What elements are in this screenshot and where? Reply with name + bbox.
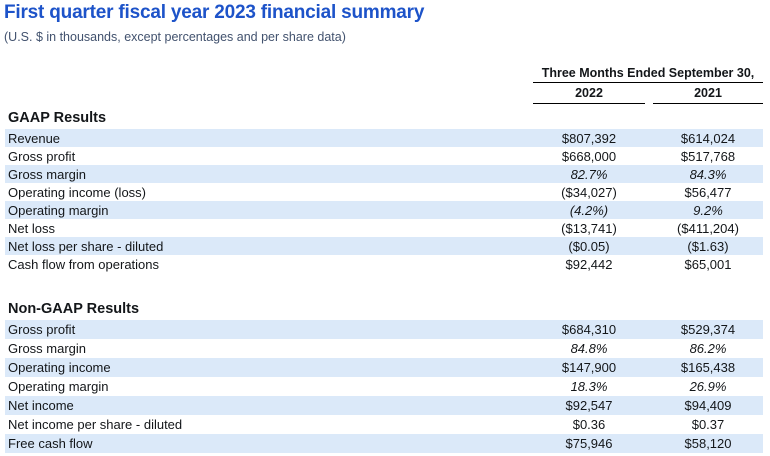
table-row: Operating margin (4.2%) 9.2% bbox=[5, 201, 763, 219]
row-value-2021: $614,024 bbox=[680, 130, 736, 146]
row-label: Operating income (loss) bbox=[8, 184, 146, 200]
row-label: Gross margin bbox=[8, 341, 87, 356]
section-heading: GAAP Results bbox=[8, 110, 107, 126]
row-label: Operating margin bbox=[8, 379, 109, 394]
table-row: Gross margin 84.8% 86.2% bbox=[5, 339, 763, 358]
table-row: Net income $92,547 $94,409 bbox=[5, 396, 763, 415]
row-value-2021: 86.2% bbox=[689, 341, 727, 356]
row-value-2021: ($411,204) bbox=[677, 220, 739, 236]
row-value-2022: $147,900 bbox=[561, 360, 617, 375]
row-label: Operating margin bbox=[8, 202, 109, 218]
row-label: Cash flow from operations bbox=[8, 256, 160, 272]
row-value-2021: 9.2% bbox=[693, 202, 723, 218]
row-label: Net income per share - diluted bbox=[8, 417, 183, 432]
row-label: Net loss per share - diluted bbox=[8, 238, 164, 254]
row-label: Gross profit bbox=[8, 148, 76, 164]
column-header-2022: 2022 bbox=[533, 84, 645, 104]
table-row: Gross margin 82.7% 84.3% bbox=[5, 165, 763, 183]
table-row: Operating margin 18.3% 26.9% bbox=[5, 377, 763, 396]
row-value-2022: $92,442 bbox=[565, 256, 613, 272]
table-row: Net income per share - diluted $0.36 $0.37 bbox=[5, 415, 763, 434]
column-header-2021: 2021 bbox=[653, 84, 763, 104]
row-label: Gross margin bbox=[8, 166, 87, 182]
table-row: Gross profit $684,310 $529,374 bbox=[5, 320, 763, 339]
table-row: Net loss per share - diluted ($0.05) ($1.6… bbox=[5, 237, 763, 255]
row-value-2021: $165,438 bbox=[680, 360, 736, 375]
row-value-2022: ($0.05) bbox=[568, 238, 610, 254]
table-row: Free cash flow $75,946 $58,120 bbox=[5, 434, 763, 453]
row-value-2022: ($13,741) bbox=[561, 220, 617, 236]
row-value-2021: $0.37 bbox=[691, 417, 725, 432]
row-value-2021: $94,409 bbox=[684, 398, 732, 413]
year-header-row: 2022 2021 bbox=[5, 84, 763, 104]
table-section: GAAP Results Revenue $807,392 $614,024 Gross… bbox=[5, 108, 763, 273]
row-value-2021: 84.3% bbox=[689, 166, 727, 182]
row-value-2022: ($34,027) bbox=[561, 184, 617, 200]
period-header: Three Months Ended September 30, bbox=[533, 66, 763, 83]
row-value-2022: $807,392 bbox=[561, 130, 617, 146]
row-label: Operating income bbox=[8, 360, 111, 375]
section-heading: Non-GAAP Results bbox=[8, 301, 140, 317]
page-subtitle: (U.S. $ in thousands, except percentages… bbox=[4, 30, 346, 44]
row-label: Free cash flow bbox=[8, 436, 93, 451]
row-value-2021: $56,477 bbox=[684, 184, 732, 200]
row-value-2022: $75,946 bbox=[565, 436, 613, 451]
table-sections: GAAP Results Revenue $807,392 $614,024 Gross… bbox=[5, 108, 763, 453]
row-value-2021: $58,120 bbox=[684, 436, 732, 451]
row-value-2022: $668,000 bbox=[561, 148, 617, 164]
row-label: Net loss bbox=[8, 220, 55, 236]
row-value-2022: (4.2%) bbox=[569, 202, 609, 218]
table-row: Operating income $147,900 $165,438 bbox=[5, 358, 763, 377]
row-value-2021: $517,768 bbox=[680, 148, 736, 164]
financial-table: Three Months Ended September 30, 2022 20… bbox=[5, 66, 763, 453]
row-value-2022: $684,310 bbox=[561, 322, 617, 337]
row-label: Net income bbox=[8, 398, 74, 413]
page-title: First quarter fiscal year 2023 financial… bbox=[4, 2, 425, 23]
row-value-2022: 84.8% bbox=[570, 341, 608, 356]
row-value-2021: $529,374 bbox=[680, 322, 736, 337]
table-row: Revenue $807,392 $614,024 bbox=[5, 129, 763, 147]
row-value-2022: $92,547 bbox=[565, 398, 613, 413]
table-row: Net loss ($13,741) ($411,204) bbox=[5, 219, 763, 237]
row-label: Revenue bbox=[8, 130, 61, 146]
row-value-2022: 18.3% bbox=[570, 379, 608, 394]
table-section: Non-GAAP Results Gross profit $684,310 $529… bbox=[5, 299, 763, 453]
row-value-2022: 82.7% bbox=[570, 166, 608, 182]
row-value-2022: $0.36 bbox=[572, 417, 606, 432]
table-row: Cash flow from operations $92,442 $65,001 bbox=[5, 255, 763, 273]
row-value-2021: ($1.63) bbox=[687, 238, 729, 254]
table-row: Operating income (loss) ($34,027) $56,477 bbox=[5, 183, 763, 201]
table-row: Gross profit $668,000 $517,768 bbox=[5, 147, 763, 165]
row-value-2021: 26.9% bbox=[689, 379, 727, 394]
row-value-2021: $65,001 bbox=[684, 256, 732, 272]
row-label: Gross profit bbox=[8, 322, 76, 337]
